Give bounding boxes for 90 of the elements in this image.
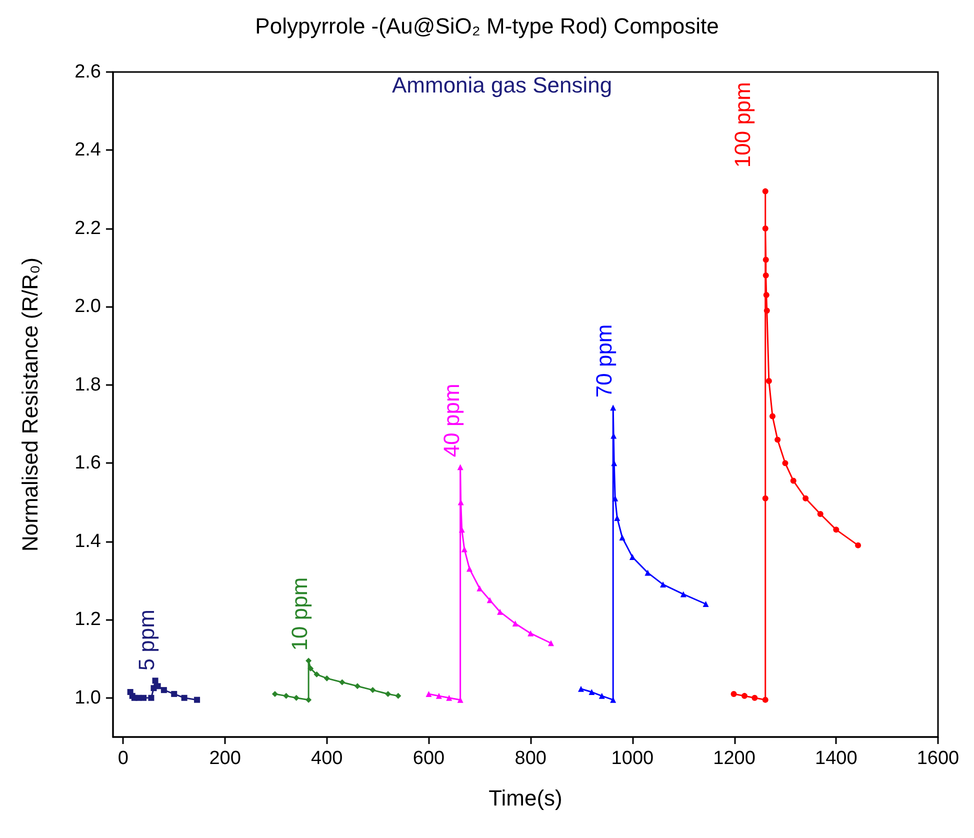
- point: [446, 694, 452, 701]
- point: [790, 478, 796, 484]
- point: [152, 678, 158, 684]
- text: 10 ppm: [287, 577, 312, 651]
- point: [578, 686, 584, 692]
- point: [680, 591, 686, 598]
- point: [512, 620, 518, 627]
- point: [461, 546, 468, 552]
- y-tick-label: 1.0: [74, 687, 101, 708]
- text: 40 ppm: [438, 384, 464, 458]
- point: [762, 495, 768, 502]
- point: [763, 292, 770, 298]
- point: [154, 683, 161, 690]
- point: [762, 225, 768, 232]
- text: 70 ppm: [592, 324, 617, 398]
- point: [283, 692, 290, 699]
- point: [833, 526, 840, 533]
- point: [769, 413, 776, 420]
- x-tick-label: 200: [209, 748, 241, 769]
- x-tick-label: 1200: [713, 748, 756, 769]
- point: [598, 692, 605, 699]
- point: [629, 554, 636, 560]
- point: [370, 687, 376, 694]
- point: [855, 542, 862, 548]
- point: [497, 608, 504, 615]
- point: [181, 694, 188, 701]
- point: [148, 694, 154, 701]
- point: [314, 671, 320, 678]
- point: [610, 404, 616, 411]
- point: [817, 511, 824, 518]
- point: [308, 666, 314, 672]
- point: [194, 696, 200, 703]
- point: [528, 630, 534, 636]
- point: [457, 464, 464, 470]
- point: [766, 378, 772, 384]
- y-axis-title: Normalised Resistance (R/R₀): [18, 258, 42, 552]
- point: [762, 272, 769, 278]
- y-tick-label: 1.2: [74, 609, 101, 630]
- point: [548, 640, 554, 646]
- point: [752, 694, 758, 701]
- text: 5 ppm: [134, 610, 159, 671]
- x-tick-label: 400: [311, 748, 343, 769]
- point: [272, 690, 278, 697]
- point: [436, 692, 442, 699]
- point: [306, 658, 312, 664]
- y-tick-label: 1.4: [74, 530, 102, 552]
- point: [702, 601, 709, 607]
- point: [730, 690, 737, 697]
- point: [588, 689, 595, 696]
- point: [486, 597, 493, 604]
- chart-title: Polypyrrole -(Au@SiO₂ M-type Rod) Composite: [255, 14, 719, 38]
- y-tick-label: 2.2: [74, 218, 101, 239]
- point: [660, 581, 666, 588]
- point: [395, 692, 402, 699]
- y-tick-label: 2.0: [74, 296, 101, 318]
- x-tick-label: 0: [118, 748, 128, 769]
- point: [324, 675, 330, 682]
- y-tick-label: 2.6: [74, 62, 101, 82]
- point: [619, 534, 626, 540]
- point: [293, 694, 300, 701]
- x-tick-label: 1600: [916, 748, 960, 769]
- point: [741, 692, 748, 699]
- point: [764, 308, 770, 314]
- point: [762, 256, 769, 263]
- point: [385, 690, 391, 697]
- y-tick-label: 1.8: [74, 374, 101, 396]
- point: [774, 436, 781, 443]
- point: [802, 495, 809, 502]
- point: [354, 683, 360, 690]
- x-axis-title: Time(s): [488, 786, 562, 810]
- x-tick-label: 1400: [815, 748, 858, 769]
- point: [762, 188, 768, 194]
- point: [644, 570, 651, 576]
- point: [339, 679, 346, 686]
- point: [762, 696, 768, 703]
- point: [140, 694, 147, 701]
- point: [306, 696, 312, 703]
- point: [160, 687, 167, 694]
- x-tick-label: 800: [514, 748, 546, 769]
- point: [426, 690, 432, 697]
- x-tick-label: 600: [412, 748, 445, 769]
- point: [476, 585, 483, 592]
- y-tick-label: 1.6: [74, 452, 101, 474]
- point: [782, 460, 788, 466]
- annotation: Ammonia gas Sensing: [392, 72, 612, 98]
- y-tick-label: 2.4: [74, 140, 102, 161]
- x-tick-label: 1000: [611, 748, 654, 769]
- text: 100 ppm: [730, 82, 755, 168]
- point: [466, 566, 472, 572]
- point: [171, 690, 178, 697]
